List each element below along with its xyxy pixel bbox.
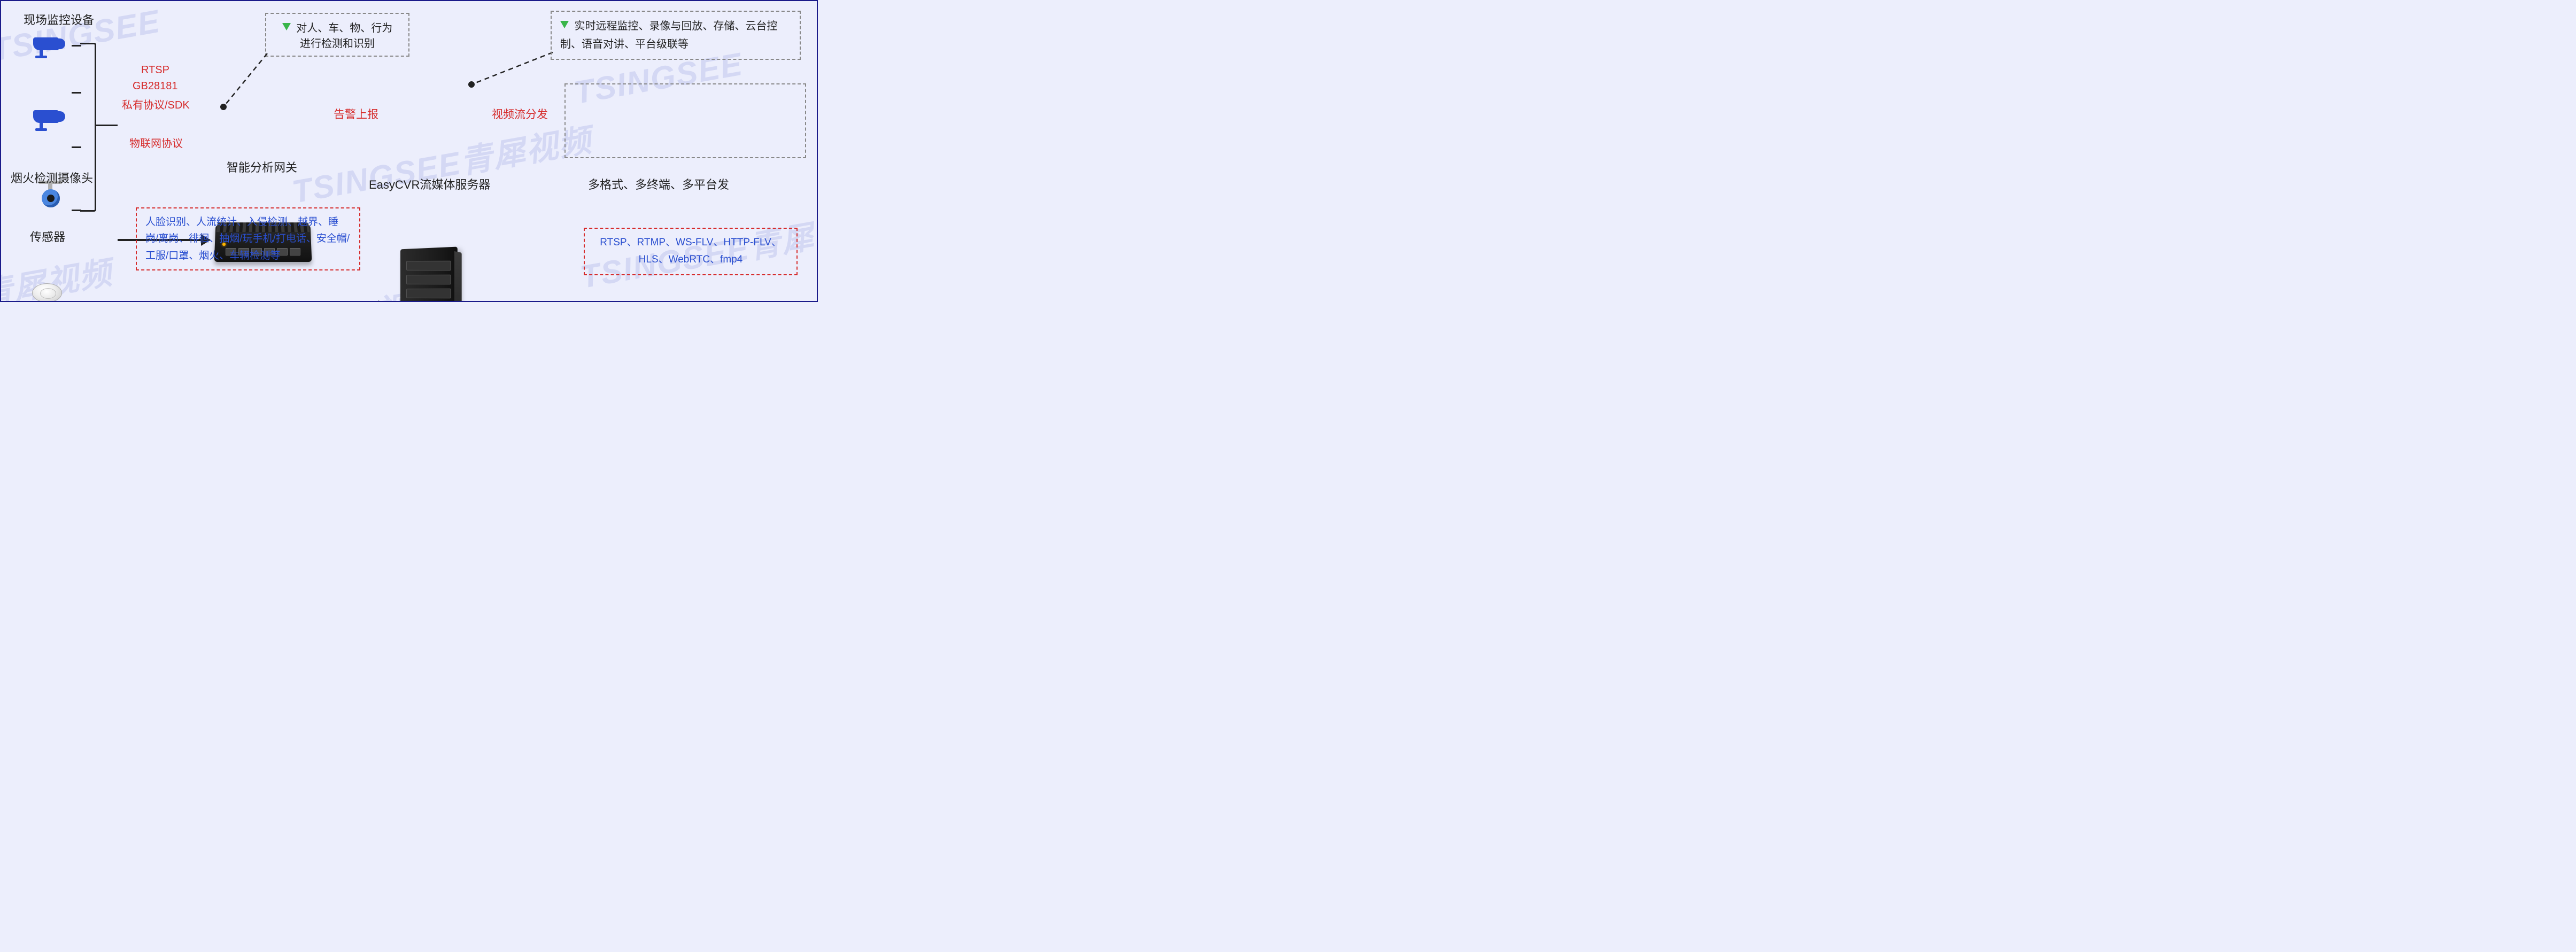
server-label: EasyCVR流媒体服务器: [369, 175, 490, 192]
server-icon: [399, 248, 468, 302]
triangle-bullet-icon: [282, 23, 291, 30]
dispatch-label: 视频流分发: [492, 106, 548, 122]
protocol-rtsp: RTSP: [141, 64, 169, 76]
device-bracket: [80, 43, 96, 212]
sensor-label: 传感器: [30, 228, 65, 245]
bracket-stem: [96, 125, 118, 126]
protocol-iot: 物联网协议: [129, 135, 183, 150]
formats-text: RTSP、RTMP、WS-FLV、HTTP-FLV、HLS、WebRTC、fmp…: [600, 237, 782, 265]
triangle-bullet-icon: [560, 21, 569, 28]
clients-box: [564, 83, 806, 158]
smoke-sensor-icon: [32, 278, 62, 302]
camera-icon: [33, 107, 71, 133]
analysis-features-box: 人脸识别、人流统计、入侵检测、越界、睡岗/离岗、徘徊、抽烟/玩手机/打电话、安全…: [136, 207, 360, 270]
protocol-gb: GB28181: [133, 80, 178, 92]
server-callout: 实时远程监控、录像与回放、存储、云台控制、语音对讲、平台级联等: [551, 11, 801, 60]
analysis-features-text: 人脸识别、人流统计、入侵检测、越界、睡岗/离岗、徘徊、抽烟/玩手机/打电话、安全…: [145, 216, 350, 261]
clients-label: 多格式、多终端、多平台发: [588, 175, 729, 192]
callout2-text: 实时远程监控、录像与回放、存储、云台控制、语音对讲、平台级联等: [560, 20, 777, 50]
callout1-l2: 进行检测和识别: [300, 38, 375, 50]
callout1-l1: 对人、车、物、行为: [296, 22, 392, 34]
architecture-diagram: TSINGSEE TSINGSEE青犀视频 TSINGSEE 青犀视频 TSIN…: [0, 0, 818, 302]
camera-icon: [33, 34, 71, 60]
watermark: TSINGSEE青犀视频: [288, 114, 595, 212]
formats-box: RTSP、RTMP、WS-FLV、HTTP-FLV、HLS、WebRTC、fmp…: [584, 228, 798, 275]
protocol-sdk: 私有协议/SDK: [122, 96, 190, 112]
gateway-label: 智能分析网关: [227, 158, 297, 175]
alarm-label: 告警上报: [334, 106, 378, 122]
gateway-callout: 对人、车、物、行为 进行检测和识别: [265, 13, 409, 57]
devices-title: 现场监控设备: [24, 11, 94, 28]
